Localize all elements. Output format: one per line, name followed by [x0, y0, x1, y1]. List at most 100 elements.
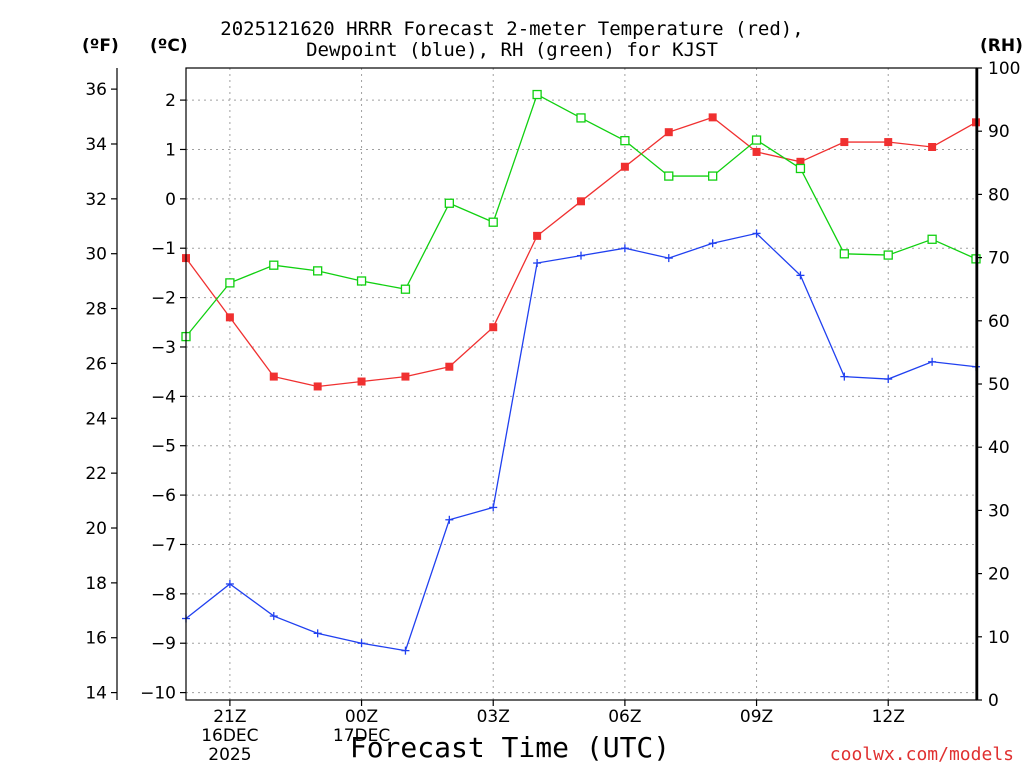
rh-tick-label: 70 — [988, 249, 1010, 269]
temperature-point — [269, 372, 278, 381]
temperature-point — [664, 128, 673, 137]
c-tick-label: −7 — [151, 535, 176, 555]
axes: 141618202224262830323436−10−9−8−7−6−5−4−… — [85, 59, 1020, 765]
dewpoint-point — [752, 229, 761, 238]
rh-tick-label: 100 — [988, 59, 1020, 79]
rh-point — [576, 113, 586, 123]
temperature-point — [708, 113, 717, 122]
rh-point — [313, 266, 323, 276]
temperature-point — [357, 377, 366, 386]
dewpoint-point — [840, 372, 849, 381]
c-tick-label: −3 — [151, 338, 176, 358]
f-tick-label: 24 — [85, 409, 107, 429]
rh-tick-label: 20 — [988, 565, 1010, 585]
temperature-point — [884, 138, 893, 147]
c-tick-label: −4 — [151, 387, 176, 407]
f-tick-label: 32 — [85, 190, 107, 210]
c-tick-label: 2 — [165, 91, 176, 111]
temperature-point — [533, 231, 542, 240]
dewpoint-point — [489, 503, 498, 512]
c-tick-label: −9 — [151, 634, 176, 654]
rh-point — [839, 249, 849, 259]
rh-tick-label: 0 — [988, 691, 999, 711]
dewpoint-point — [620, 244, 629, 253]
x-tick-label: 12Z — [872, 707, 905, 727]
rh-point — [664, 171, 674, 181]
temperature-point — [445, 362, 454, 371]
rh-point — [356, 276, 367, 286]
dewpoint-point — [664, 254, 673, 263]
rh-point — [532, 89, 542, 100]
dewpoint-point — [708, 239, 717, 248]
rh-point — [488, 217, 498, 227]
f-tick-label: 28 — [85, 300, 107, 320]
dewpoint-point — [401, 646, 410, 655]
temperature-point — [752, 147, 761, 156]
temperature-point — [401, 372, 410, 381]
temperature-point — [928, 143, 937, 151]
dewpoint-point — [533, 259, 542, 268]
rh-tick-label: 30 — [988, 501, 1010, 521]
rh-point — [620, 136, 630, 146]
dewpoint-point — [928, 357, 937, 366]
x-tick-label: 09Z — [740, 707, 773, 727]
f-tick-label: 26 — [85, 354, 107, 374]
c-tick-label: 0 — [165, 190, 176, 210]
rh-tick-label: 80 — [988, 185, 1010, 205]
c-tick-label: −5 — [151, 437, 176, 457]
x-tick-date-label: 17DEC — [333, 726, 390, 746]
f-tick-label: 18 — [85, 574, 107, 594]
c-tick-label: −10 — [140, 684, 176, 704]
f-tick-label: 36 — [85, 80, 107, 100]
rh-point — [751, 135, 762, 145]
f-tick-label: 14 — [85, 684, 107, 704]
dewpoint-point — [884, 375, 893, 384]
unit-label-rh: (RH) — [980, 36, 1023, 56]
unit-label-fahrenheit: (ºF) — [82, 36, 119, 56]
dewpoint-point — [577, 251, 585, 260]
c-tick-label: 1 — [165, 140, 176, 160]
x-tick-date-label: 16DEC — [201, 726, 258, 746]
rh-tick-label: 60 — [988, 312, 1010, 332]
chart-title-line1: 2025121620 HRRR Forecast 2-meter Tempera… — [220, 18, 804, 40]
rh-point — [225, 278, 235, 288]
chart-title-line2: Dewpoint (blue), RH (green) for KJST — [306, 39, 718, 61]
c-tick-label: −8 — [151, 585, 176, 605]
temperature-point — [225, 313, 234, 322]
series-layer — [181, 89, 981, 655]
dewpoint-point — [796, 271, 805, 280]
rh-point — [269, 260, 279, 270]
c-tick-label: −6 — [151, 486, 176, 506]
rh-line — [185, 93, 977, 338]
dewpoint-point — [313, 629, 322, 638]
x-tick-label: 03Z — [477, 707, 510, 727]
rh-tick-label: 40 — [988, 438, 1010, 458]
c-tick-label: −1 — [151, 239, 176, 259]
f-tick-label: 34 — [85, 135, 107, 155]
rh-point — [795, 163, 806, 174]
rh-point — [708, 171, 718, 181]
rh-point — [883, 250, 893, 260]
rh-tick-label: 90 — [988, 122, 1010, 142]
f-tick-label: 30 — [85, 245, 107, 265]
temperature-point — [796, 157, 805, 166]
rh-tick-label: 50 — [988, 375, 1010, 395]
rh-point — [927, 234, 937, 244]
x-tick-year-label: 2025 — [208, 745, 251, 765]
temperature-point — [313, 382, 322, 391]
temperature-point — [620, 162, 629, 171]
dewpoint-point — [225, 579, 234, 588]
dewpoint-line — [185, 232, 977, 652]
x-tick-label: 21Z — [213, 707, 246, 727]
f-tick-label: 22 — [85, 464, 107, 484]
c-tick-label: −2 — [151, 289, 176, 309]
credit-link[interactable]: coolwx.com/models — [829, 744, 1014, 765]
rh-point — [400, 284, 411, 294]
f-tick-label: 20 — [85, 519, 107, 539]
x-tick-label: 00Z — [345, 707, 378, 727]
dewpoint-point — [445, 515, 454, 524]
dewpoint-point — [269, 612, 278, 621]
temperature-point — [840, 138, 849, 147]
rh-point — [444, 198, 454, 208]
